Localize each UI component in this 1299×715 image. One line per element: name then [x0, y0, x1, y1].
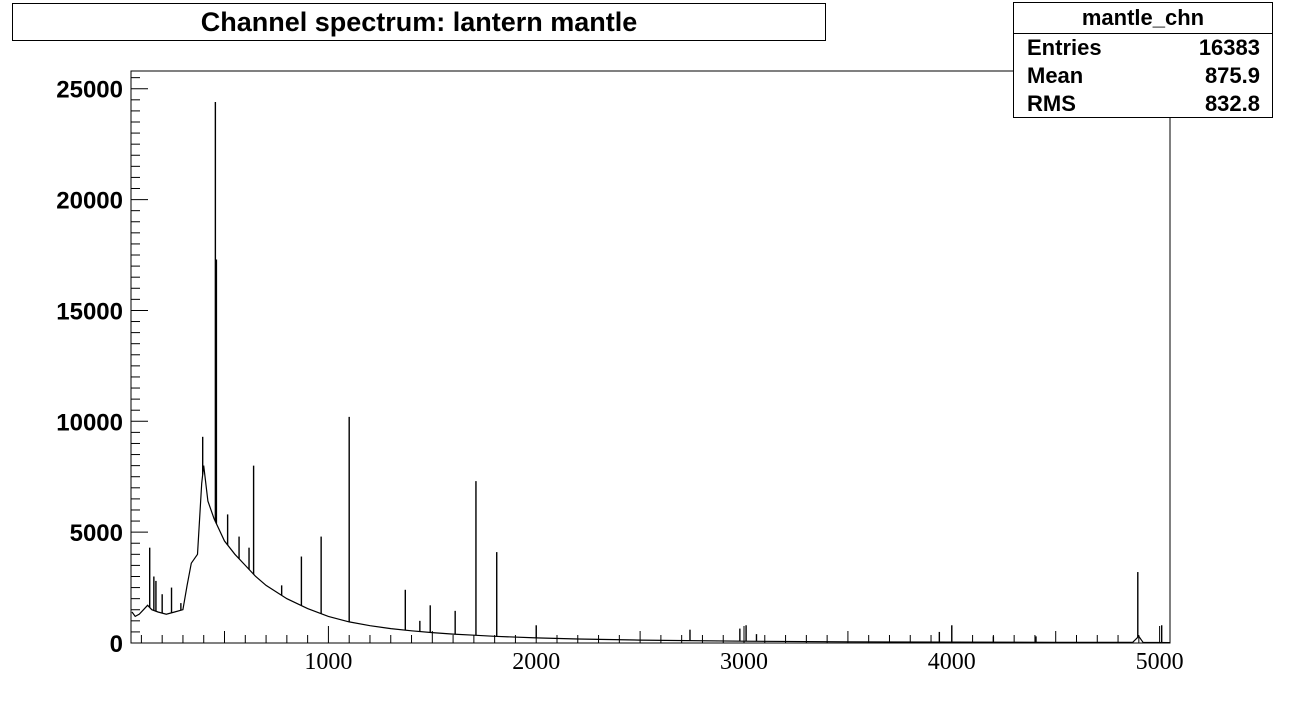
y-tick-label: 25000	[56, 77, 123, 104]
x-tick-label: 5000	[1136, 649, 1184, 675]
plot-area-border	[130, 70, 1171, 644]
stats-row-mean: Mean 875.9	[1014, 62, 1272, 90]
plot-frame	[130, 70, 1171, 644]
stats-label: RMS	[1027, 91, 1076, 116]
y-tick-label: 0	[110, 631, 123, 658]
stats-row-entries: Entries 16383	[1014, 34, 1272, 62]
chart-title-box: Channel spectrum: lantern mantle	[12, 3, 826, 41]
stats-box: mantle_chn Entries 16383 Mean 875.9 RMS …	[1013, 2, 1273, 118]
x-tick-label: 1000	[304, 649, 352, 675]
chart-title: Channel spectrum: lantern mantle	[200, 6, 638, 37]
spectrum-series	[131, 102, 1171, 644]
spectrum-continuum-line	[131, 465, 1171, 644]
stats-value: 832.8	[1204, 91, 1260, 116]
y-tick-label: 10000	[56, 409, 123, 436]
stats-row-rms: RMS 832.8	[1014, 90, 1272, 118]
stats-label: Mean	[1027, 63, 1084, 88]
stats-value: 875.9	[1204, 63, 1260, 88]
x-tick-label: 3000	[720, 649, 768, 675]
x-tick-label: 4000	[928, 649, 976, 675]
x-tick-label: 2000	[512, 649, 560, 675]
axis-ticks: 1000 2000 3000 4000 5000 0 5000 10000 15000 20000…	[56, 77, 1183, 675]
y-tick-label: 5000	[70, 520, 123, 547]
stats-histogram-name: mantle_chn	[1014, 3, 1272, 34]
y-tick-label: 15000	[56, 298, 123, 325]
stats-label: Entries	[1027, 35, 1102, 60]
y-tick-label: 20000	[56, 188, 123, 215]
stats-value: 16383	[1198, 35, 1260, 60]
